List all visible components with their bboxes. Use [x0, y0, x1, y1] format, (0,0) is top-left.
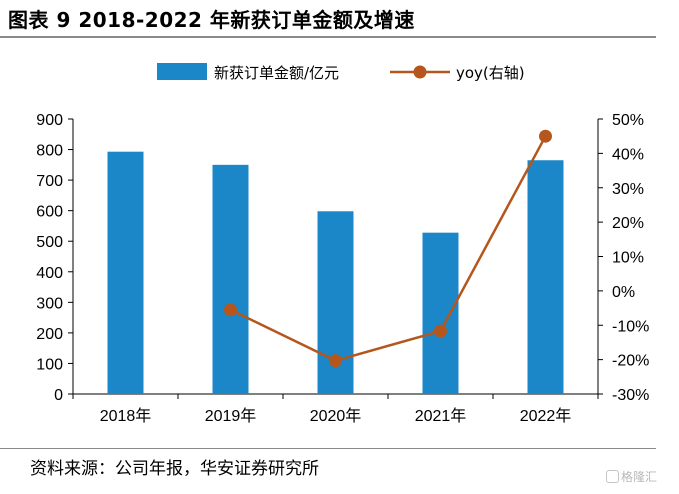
- left-axis-tick-label: 500: [36, 234, 63, 251]
- legend-bar-label: 新获订单金额/亿元: [214, 64, 339, 82]
- yoy-point: [329, 354, 342, 368]
- x-axis-tick-label: 2022年: [520, 407, 572, 425]
- left-axis-tick-label: 0: [54, 387, 63, 404]
- x-axis-tick-label: 2021年: [415, 407, 467, 425]
- source-note: 资料来源：公司年报，华安证券研究所: [30, 459, 319, 479]
- bar: [527, 160, 564, 394]
- legend-bar-swatch: [157, 63, 207, 80]
- source-rule: [0, 448, 656, 449]
- x-axis-tick-label: 2018年: [100, 407, 152, 425]
- left-axis-tick-label: 300: [36, 295, 63, 312]
- left-axis-tick-label: 800: [36, 143, 63, 160]
- right-axis-tick-label: -30%: [612, 387, 649, 404]
- left-axis-tick-label: 200: [36, 326, 63, 343]
- bar: [422, 232, 459, 394]
- watermark-logo-icon: [606, 470, 619, 483]
- right-axis-tick-label: -10%: [612, 318, 649, 335]
- left-axis-tick-label: 100: [36, 356, 63, 373]
- watermark-text: 格隆汇: [621, 470, 658, 484]
- right-axis-tick-label: -20%: [612, 353, 649, 370]
- chart-title: 图表 9 2018-2022 年新获订单金额及增速: [8, 8, 415, 32]
- yoy-point: [434, 324, 447, 338]
- right-axis-tick-label: 50%: [612, 112, 644, 129]
- right-axis-tick-label: 20%: [612, 215, 644, 232]
- right-axis-tick-label: 30%: [612, 181, 644, 198]
- left-axis-tick-label: 700: [36, 173, 63, 190]
- yoy-line: [229, 135, 547, 362]
- x-axis-tick-label: 2020年: [310, 407, 362, 425]
- watermark: 格隆汇: [606, 468, 657, 485]
- yoy-point: [539, 129, 552, 143]
- left-axis-tick-label: 600: [36, 204, 63, 221]
- left-axis-tick-label: 900: [36, 112, 63, 129]
- left-axis-tick-label: 400: [36, 265, 63, 282]
- bar: [107, 151, 144, 394]
- legend-line-label: yoy(右轴): [456, 64, 525, 82]
- legend-line-marker: [413, 65, 427, 79]
- x-axis-tick-label: 2019年: [205, 407, 257, 425]
- title-rule: [0, 36, 656, 38]
- yoy-point: [224, 303, 237, 317]
- bar: [212, 164, 249, 394]
- right-axis-tick-label: 10%: [612, 250, 644, 267]
- right-axis-tick-label: 40%: [612, 146, 644, 163]
- right-axis-tick-label: 0%: [612, 284, 635, 301]
